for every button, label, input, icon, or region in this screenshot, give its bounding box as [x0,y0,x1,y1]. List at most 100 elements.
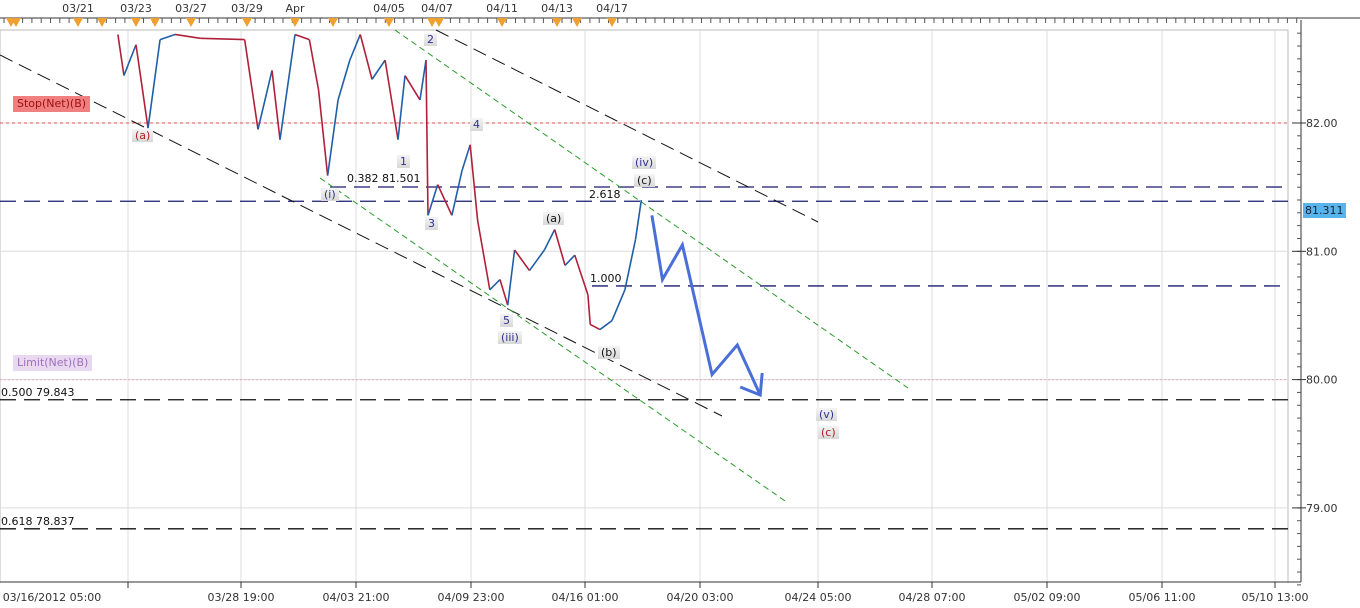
wave-label: (i) [321,188,339,201]
wave-label: 1 [397,155,410,168]
price-segment [243,39,259,130]
event-marker-icon [552,18,562,27]
limit-order-tag[interactable]: Limit(Net)(B) [13,355,93,371]
fib-level-label: 0.618 78.837 [1,515,75,528]
upper-channel-line [435,29,819,223]
price-segment [308,39,320,90]
price-tick-label: 80.00 [1306,374,1338,387]
price-segment [451,170,463,216]
event-marker-icon [328,18,338,27]
event-marker-icon [186,18,196,27]
bottom-tick-label: 04/28 07:00 [899,591,966,604]
wave-label: 5 [500,314,513,327]
top-tick-label: 03/29 [231,2,263,15]
top-tick-label: 04/05 [373,2,405,15]
projection-arrow [650,215,764,398]
bottom-axis: 03/16/2012 05:00 03/28 19:00 04/03 21:00 04… [0,581,1308,604]
wave-label: (c) [818,426,839,439]
bottom-tick-label: 05/02 09:00 [1014,591,1081,604]
price-segment [427,184,439,216]
price-segment [564,254,576,266]
price-segment [147,39,161,129]
green-upper-channel [394,29,909,389]
wave-label: (iv) [632,156,657,169]
price-tick-label: 79.00 [1306,502,1338,515]
top-tick-label: 03/23 [120,2,152,15]
price-segment [294,33,310,41]
price-axis: 82.00 81.00 80.00 79.00 [1292,20,1338,586]
bottom-tick-label: 03/16/2012 05:00 [3,591,102,604]
lower-channel-line [0,54,723,417]
event-marker-icon [242,18,252,27]
price-segment [599,319,613,331]
bottom-tick-label: 03/28 19:00 [208,591,275,604]
top-tick-label: Apr [285,2,305,15]
top-tick-label: 04/07 [421,2,453,15]
projection-path [650,215,762,396]
event-marker-icon [290,18,300,27]
trend-channels [0,29,909,504]
price-segment [397,75,406,140]
price-segment [371,59,386,80]
wave-label: 2 [424,33,437,46]
wave-label: 3 [425,217,438,230]
price-segment [476,220,491,290]
bottom-tick-label: 04/24 05:00 [785,591,852,604]
price-segment [553,229,566,266]
fib-level-label: 1.000 [590,272,622,285]
event-marker-icon [73,18,83,27]
price-segment [634,199,643,240]
plot-area [0,29,1289,583]
wave-label: (iii) [498,331,522,344]
price-segment [461,144,471,171]
price-segment [425,60,429,216]
event-marker-icon [434,18,444,27]
event-marker-icon [607,18,617,27]
wave-label: (b) [598,346,620,359]
event-marker-icon [572,18,582,27]
price-segment [611,289,626,321]
price-segment [117,34,125,76]
price-segment [489,278,501,291]
wave-label: (c) [634,174,655,187]
bottom-tick-label: 04/16 01:00 [552,591,619,604]
price-segment [271,70,281,140]
event-marker-icon [497,18,507,27]
stop-order-tag[interactable]: Stop(Net)(B) [13,96,91,112]
green-lower-channel [319,177,789,504]
top-tick-label: 04/17 [596,2,628,15]
price-segment [384,60,399,140]
price-segment [589,323,601,331]
price-segment [349,34,362,61]
price-segment [469,144,479,221]
bottom-tick-label: 04/20 03:00 [667,591,734,604]
price-segment [326,99,339,176]
price-segment [419,60,427,101]
price-segment [337,59,351,101]
top-axis: 03/21 03/23 03/27 03/29 Apr 04/05 04/07 04/11 04… [0,2,1360,27]
price-segment [513,249,531,272]
event-marker-icon [97,18,107,27]
top-tick-label: 03/21 [62,2,94,15]
bottom-tick-label: 04/03 21:00 [323,591,390,604]
price-segment [404,75,421,101]
top-tick-label: 03/27 [175,2,207,15]
price-segment [174,33,201,40]
price-segment [135,44,149,129]
price-segment [543,229,556,251]
bottom-tick-label: 04/09 23:00 [438,591,505,604]
top-tick-label: 04/11 [486,2,518,15]
wave-label: (a) [543,212,565,225]
wave-label: 4 [470,118,483,131]
current-price-tag: 81.311 [1303,203,1346,218]
price-segment [436,184,453,216]
top-tick-label: 04/13 [541,2,573,15]
price-segment [257,70,273,130]
event-marker-icon [150,18,160,27]
price-segment [317,89,329,176]
event-marker-icon [11,18,21,27]
price-segment [279,34,296,140]
fib-level-label: 0.382 81.501 [347,172,421,185]
